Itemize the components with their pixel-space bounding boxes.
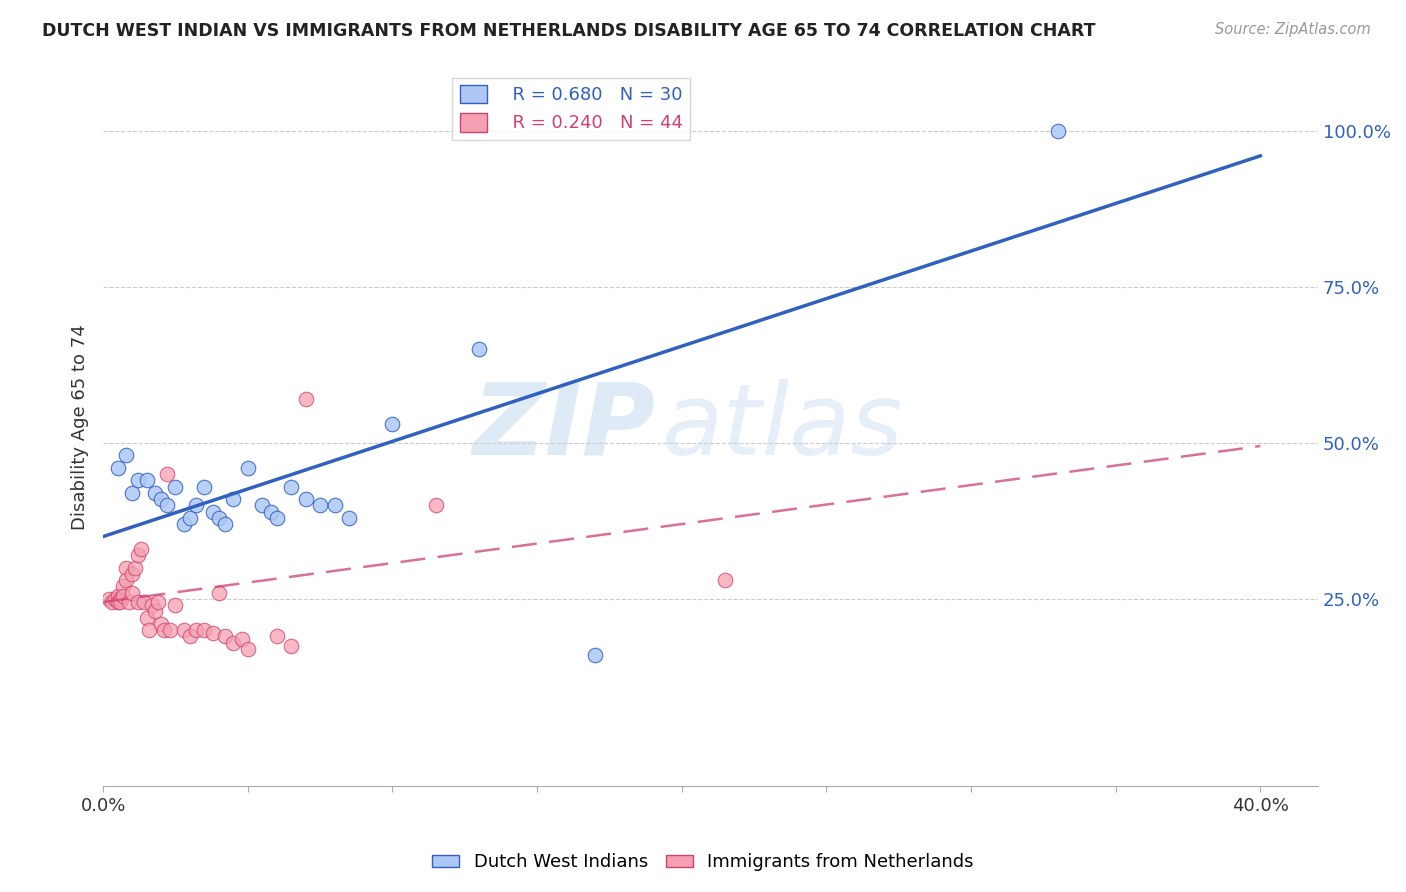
Y-axis label: Disability Age 65 to 74: Disability Age 65 to 74 [72,325,89,530]
Point [156,499,179,513]
Point [179,511,201,525]
Point [260,505,283,519]
Point [141,598,163,612]
Point [165,598,187,612]
Point [266,511,288,525]
Point [107,589,129,603]
Point [127,474,149,488]
Point [143,604,166,618]
Point [129,541,152,556]
Text: atlas: atlas [662,379,904,475]
Point [138,623,160,637]
Point [173,623,195,637]
Point [193,623,215,637]
Point [118,595,141,609]
Point [202,626,225,640]
Point [132,595,155,609]
Point [202,505,225,519]
Legend: Dutch West Indians, Immigrants from Netherlands: Dutch West Indians, Immigrants from Neth… [425,847,981,879]
Point [143,486,166,500]
Point [104,591,127,606]
Text: DUTCH WEST INDIAN VS IMMIGRANTS FROM NETHERLANDS DISABILITY AGE 65 TO 74 CORRELA: DUTCH WEST INDIAN VS IMMIGRANTS FROM NET… [42,22,1095,40]
Point [280,639,302,653]
Point [101,595,124,609]
Point [583,648,606,662]
Point [146,595,169,609]
Point [112,589,135,603]
Point [381,417,404,432]
Point [1046,124,1069,138]
Point [135,610,157,624]
Point [231,632,253,647]
Point [107,461,129,475]
Point [184,623,207,637]
Point [252,499,274,513]
Point [323,499,346,513]
Point [110,595,132,609]
Point [156,467,179,482]
Point [127,595,149,609]
Point [208,511,231,525]
Point [121,486,143,500]
Text: Source: ZipAtlas.com: Source: ZipAtlas.com [1215,22,1371,37]
Point [153,623,176,637]
Point [222,635,245,649]
Point [159,623,181,637]
Point [309,499,332,513]
Point [208,585,231,599]
Point [280,480,302,494]
Point [425,499,447,513]
Point [222,492,245,507]
Point [337,511,360,525]
Point [121,566,143,581]
Point [149,616,172,631]
Point [165,480,187,494]
Point [115,449,138,463]
Point [294,392,316,407]
Point [179,629,201,643]
Point [468,343,491,357]
Point [127,548,149,562]
Point [135,474,157,488]
Point [115,560,138,574]
Point [266,629,288,643]
Point [236,641,259,656]
Point [112,579,135,593]
Point [236,461,259,475]
Point [214,517,236,532]
Point [184,499,207,513]
Point [107,595,129,609]
Point [294,492,316,507]
Legend:   R = 0.680   N = 30,   R = 0.240   N = 44: R = 0.680 N = 30, R = 0.240 N = 44 [453,78,690,140]
Point [121,585,143,599]
Point [173,517,195,532]
Point [110,591,132,606]
Point [193,480,215,494]
Point [714,573,737,587]
Point [214,629,236,643]
Point [149,492,172,507]
Point [115,573,138,587]
Text: ZIP: ZIP [472,379,657,475]
Point [124,560,146,574]
Point [97,591,120,606]
